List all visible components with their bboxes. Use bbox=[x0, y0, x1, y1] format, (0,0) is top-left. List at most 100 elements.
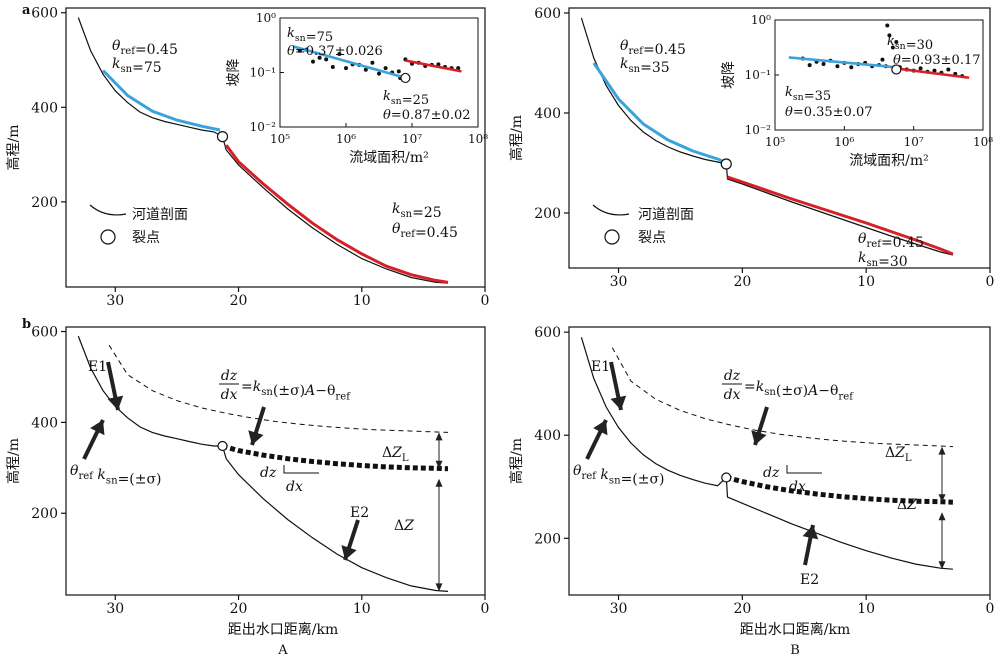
aB-knickpoint bbox=[720, 158, 732, 170]
aB-inset-ksn-lower: ksn=30 bbox=[887, 34, 933, 53]
aB-lower-theta: θref=0.45 bbox=[858, 231, 924, 251]
bB-dz-arrow-head-top bbox=[938, 512, 946, 521]
bB-e1-label: E1 bbox=[591, 359, 610, 375]
bB-slope-triangle bbox=[786, 465, 822, 474]
aA-y-axis-label: 高程/m bbox=[5, 125, 22, 171]
aB-inset-point bbox=[946, 67, 951, 72]
bB-dz-arrow-head-bottom bbox=[938, 561, 946, 570]
bB-y-axis-label: 高程/m bbox=[508, 438, 525, 484]
aA-inset-ytick-label: 10⁰ bbox=[256, 11, 276, 25]
aB-y-axis-label: 高程/m bbox=[508, 115, 525, 161]
aB-inset-y-label: 坡降 bbox=[721, 61, 737, 89]
bB-knickpoint bbox=[721, 472, 732, 483]
bA-knickpoint bbox=[217, 440, 228, 452]
aA-inset-point bbox=[396, 69, 401, 74]
aA-inset-ytick-label: 10⁻¹ bbox=[250, 66, 276, 80]
aB-upper-ksn: ksn=35 bbox=[620, 56, 670, 76]
aB-inset-xtick-label: 10⁵ bbox=[765, 135, 785, 149]
bA-theta-arrow-head bbox=[90, 420, 105, 436]
bA-dz-label: dz bbox=[260, 465, 277, 481]
aB-inset-knickpoint bbox=[891, 64, 902, 75]
bB-frame bbox=[568, 326, 991, 596]
aB-inset-point bbox=[807, 63, 812, 68]
bB-reconstructed-profile bbox=[725, 475, 954, 505]
aA-inset-point bbox=[456, 66, 461, 71]
aB-ytick-label: 600 bbox=[534, 6, 561, 22]
bB-ytick-label: 600 bbox=[534, 325, 561, 341]
aB-inset-ytick-label: 10⁻² bbox=[745, 123, 772, 137]
aB-inset-point bbox=[894, 40, 899, 44]
bA-xtick-label: 30 bbox=[106, 601, 124, 617]
bA-e1-arrow-head bbox=[107, 395, 124, 410]
aA-inset-theta-lower: θ=0.87±0.02 bbox=[383, 108, 471, 123]
column-a-label: A bbox=[277, 643, 288, 658]
aA-frame bbox=[65, 7, 486, 288]
bA-ytick-label: 200 bbox=[31, 506, 58, 522]
aA-legend-line bbox=[89, 204, 127, 216]
bA-dz-label-text: ΔZ bbox=[394, 518, 414, 534]
aA-fit-upper bbox=[101, 69, 221, 132]
aB-fit-lower bbox=[727, 175, 954, 256]
aA-inset-knickpoint bbox=[400, 72, 411, 84]
aA-ytick-label: 600 bbox=[31, 6, 58, 22]
aB-inset-point bbox=[885, 23, 890, 28]
bA-xtick-label: 10 bbox=[353, 601, 371, 617]
bA-reconstructed-profile bbox=[221, 443, 449, 472]
aA-inset-ksn-lower: ksn=25 bbox=[383, 89, 429, 108]
aA-inset-fit-lower bbox=[405, 59, 462, 73]
panel-b-label: b bbox=[22, 317, 31, 332]
aA-upper-theta: θref=0.45 bbox=[112, 38, 178, 58]
x-axis-label-b: 距出水口距离/km bbox=[740, 621, 850, 638]
aB-inset-fit-lower bbox=[896, 67, 970, 80]
aA-inset-point bbox=[383, 66, 388, 71]
aA-inset-point bbox=[330, 65, 335, 70]
bA-e1-arrow bbox=[106, 361, 124, 411]
bB-dz-label: dz bbox=[763, 465, 780, 481]
bB-xtick-label: 10 bbox=[857, 601, 875, 617]
bA-eq-dx: dx bbox=[221, 387, 238, 403]
aA-inset-point bbox=[377, 71, 381, 76]
aB-inset-fit-upper bbox=[788, 56, 897, 69]
aA-inset-point bbox=[317, 55, 322, 60]
aB-inset-point bbox=[932, 68, 937, 73]
bA-projected-profile bbox=[108, 344, 449, 433]
bA-ytick-label: 400 bbox=[31, 415, 58, 431]
bA-dzl-arrow-head-top bbox=[435, 432, 443, 441]
bB-e2-arrow-head bbox=[802, 525, 819, 540]
bB-eq-dx: dx bbox=[724, 387, 741, 403]
bA-equation: =ksn(±σ)A−θref bbox=[241, 379, 351, 402]
bB-eq-arrow bbox=[751, 406, 769, 446]
aA-xtick-label: 10 bbox=[353, 293, 371, 309]
bB-dx-label: dx bbox=[789, 479, 806, 495]
aA-inset-xtick-label: 10⁵ bbox=[270, 132, 290, 146]
bB-theta-arrow bbox=[585, 419, 608, 460]
bA-dz-arrow-head-bottom bbox=[435, 583, 443, 592]
bA-eq-arrow-head bbox=[248, 430, 264, 445]
bA-theta-arrow bbox=[82, 419, 105, 460]
aA-xtick-label: 20 bbox=[230, 293, 248, 309]
bA-xtick-label: 0 bbox=[481, 601, 490, 617]
bB-theta-ksn-label: θref ksn=(±σ) bbox=[573, 463, 665, 487]
aA-xtick-label: 30 bbox=[106, 293, 124, 309]
bB-e1-arrow bbox=[609, 361, 627, 411]
aB-inset-ytick-label: 10⁻¹ bbox=[745, 68, 771, 82]
aB-inset-theta-lower: θ=0.93±0.17 bbox=[893, 53, 981, 68]
bB-e2-label: E2 bbox=[800, 572, 819, 588]
aB-xtick-label: 20 bbox=[733, 274, 751, 290]
bB-xtick-label: 30 bbox=[610, 601, 628, 617]
bA-ytick-label: 600 bbox=[31, 325, 58, 341]
bB-eq-dz: dz bbox=[724, 368, 741, 384]
aB-inset-point bbox=[849, 65, 854, 70]
aB-inset-ytick-label: 10⁰ bbox=[751, 13, 771, 27]
bB-theta-arrow-head bbox=[593, 420, 608, 436]
bA-dzl-arrow-head-bottom bbox=[435, 460, 443, 469]
aA-inset-x-label: 流域面积/m² bbox=[349, 150, 429, 166]
aA-inset-point bbox=[337, 51, 342, 56]
bB-xtick-label: 20 bbox=[733, 601, 751, 617]
aA-ytick-label: 200 bbox=[31, 195, 58, 211]
bB-river-profile bbox=[580, 337, 953, 570]
bB-equation: =ksn(±σ)A−θref bbox=[744, 379, 854, 402]
aB-lower-ksn: ksn=30 bbox=[858, 250, 908, 270]
aB-inset-point bbox=[835, 64, 840, 69]
